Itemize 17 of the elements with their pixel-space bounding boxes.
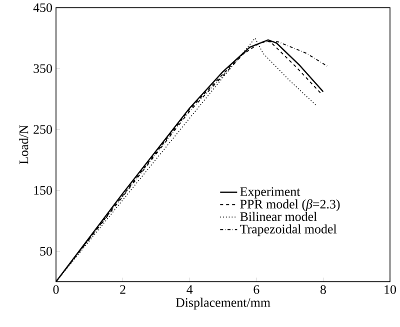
y-tick-label: 250 xyxy=(34,125,52,134)
legend-label: Experiment xyxy=(240,187,300,199)
legend-label: Bilinear model xyxy=(240,212,317,222)
x-tick-label: 6 xyxy=(254,285,260,294)
x-tick-label: 8 xyxy=(320,285,326,294)
legend-label: PPR model (β=2.3) xyxy=(240,199,340,212)
x-tick-label: 0 xyxy=(53,285,59,294)
x-tick-label: 10 xyxy=(384,285,396,294)
y-tick-label: 450 xyxy=(33,3,52,12)
y-tick-label: 50 xyxy=(40,247,52,256)
legend-label: Trapezoidal model xyxy=(240,224,337,236)
x-axis-title: Displacement/mm xyxy=(176,298,270,310)
x-tick-label: 2 xyxy=(120,285,126,294)
y-axis-title: Load/N xyxy=(19,125,28,164)
x-tick-label: 4 xyxy=(186,285,193,294)
y-tick-label: 350 xyxy=(34,64,52,74)
y-tick-label: 150 xyxy=(34,186,52,195)
